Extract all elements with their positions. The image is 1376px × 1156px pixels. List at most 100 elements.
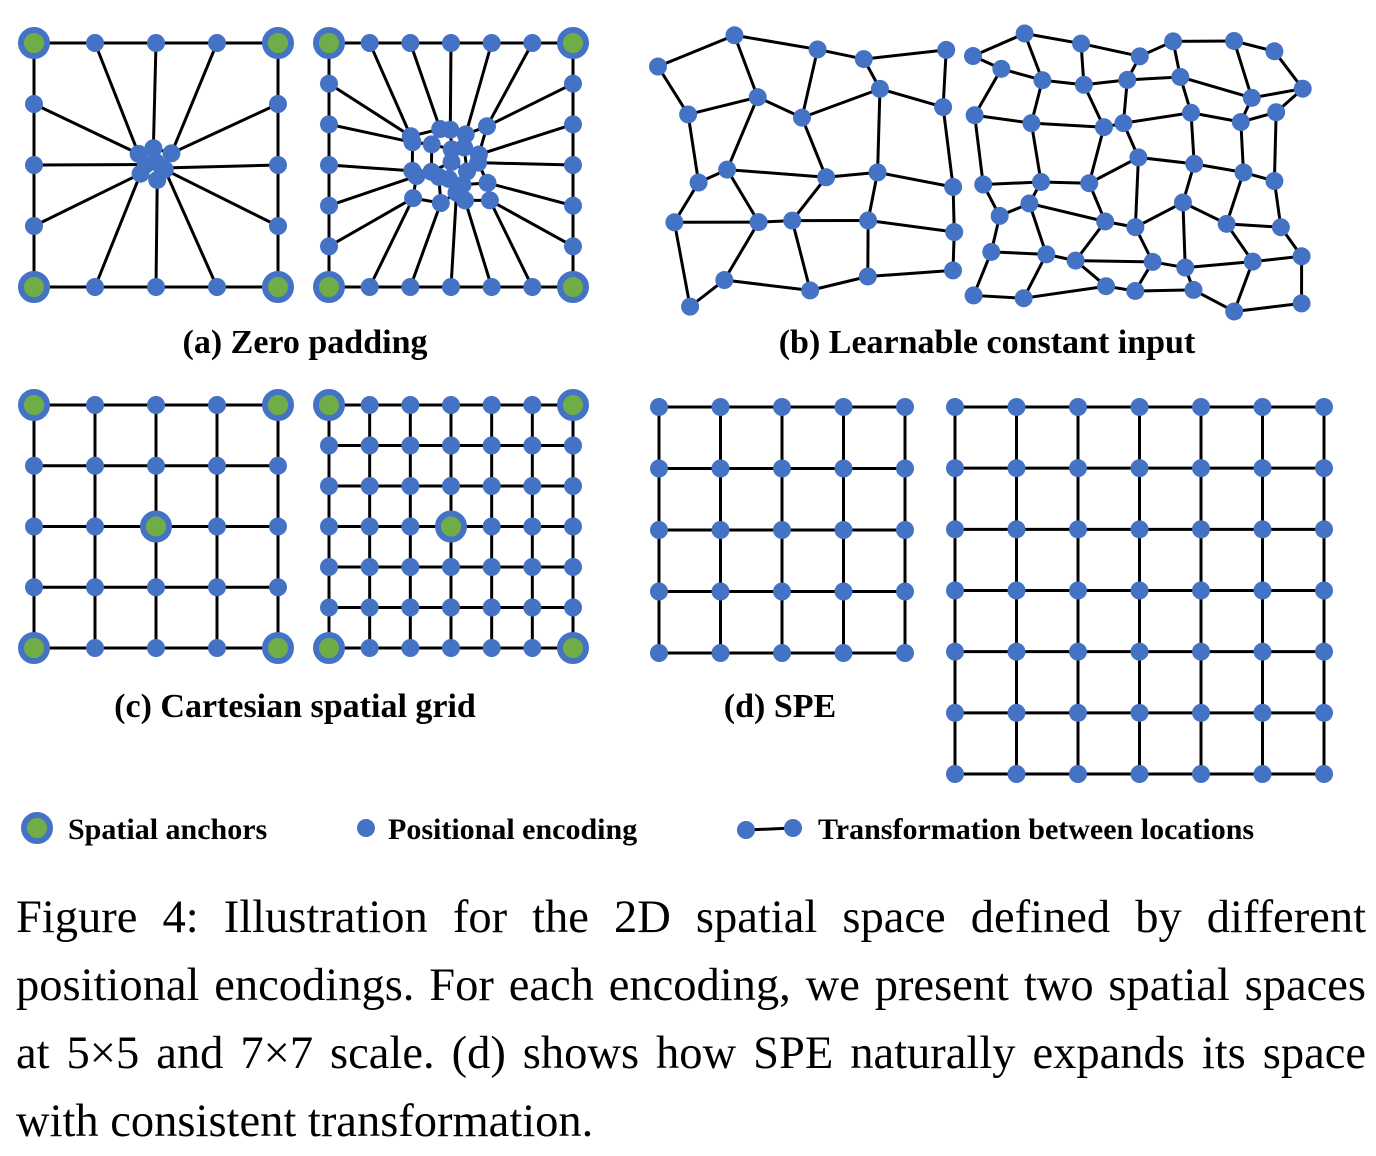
positional-encoding-node (650, 460, 668, 478)
positional-encoding-node (937, 41, 955, 59)
positional-encoding-node (208, 518, 226, 536)
transformation-edge (975, 115, 984, 184)
positional-encoding-node (946, 704, 964, 722)
positional-encoding-node (401, 396, 419, 414)
spatial-anchor-node (560, 30, 586, 56)
positional-encoding-node (1114, 114, 1132, 132)
positional-encoding-node (964, 47, 982, 65)
transformation-edge (674, 222, 690, 306)
positional-encoding-node (483, 34, 501, 52)
positional-encoding-node (1008, 765, 1026, 783)
positional-encoding-node (1192, 643, 1210, 661)
positional-encoding-node (401, 437, 419, 455)
transformation-edge (724, 222, 758, 280)
positional-encoding-node (1315, 398, 1333, 416)
spatial-anchor-node (560, 274, 586, 300)
spatial-anchor-node (316, 635, 342, 661)
positional-encoding-node (1072, 35, 1090, 53)
positional-encoding-node (1069, 582, 1087, 600)
positional-encoding-node (564, 237, 582, 255)
spatial-anchor-node (316, 30, 342, 56)
positional-encoding-node (564, 477, 582, 495)
positional-encoding-node (1033, 71, 1051, 89)
zero-padding-7x7-graph (316, 30, 586, 300)
cartesian-grid-5x5-graph (21, 392, 291, 661)
positional-encoding-node (650, 644, 668, 662)
positional-encoding-node (86, 34, 104, 52)
positional-encoding-node (749, 88, 767, 106)
positional-encoding-node (564, 197, 582, 215)
positional-encoding-node (773, 644, 791, 662)
positional-encoding-node (523, 477, 541, 495)
positional-encoding-node (1118, 71, 1136, 89)
positional-encoding-node (946, 765, 964, 783)
legend-transformation-symbol (737, 819, 802, 839)
positional-encoding-node (269, 95, 287, 113)
positional-encoding-node (946, 520, 964, 538)
positional-encoding-node (1254, 704, 1272, 722)
positional-encoding-node (483, 278, 501, 296)
positional-encoding-node (481, 191, 499, 209)
transformation-edge (792, 221, 810, 291)
positional-encoding-node (1131, 582, 1149, 600)
learnable-constant-5x5-graph (649, 26, 963, 315)
transformation-edge (1135, 157, 1138, 227)
positional-encoding-node (1067, 252, 1085, 270)
transformation-edge (724, 280, 810, 290)
positional-encoding-node (944, 261, 962, 279)
positional-encoding-node (269, 217, 287, 235)
positional-encoding-node (974, 176, 992, 194)
positional-encoding-node (147, 278, 165, 296)
positional-encoding-node (442, 558, 460, 576)
positional-encoding-node (1254, 398, 1272, 416)
positional-encoding-node (650, 398, 668, 416)
positional-encoding-node (564, 518, 582, 536)
positional-encoding-node (946, 582, 964, 600)
spatial-anchor-node (265, 392, 291, 418)
positional-encoding-node (86, 578, 104, 596)
transformation-edge (153, 43, 156, 148)
positional-encoding-node (564, 75, 582, 93)
transformation-edge (727, 97, 758, 169)
positional-encoding-node (718, 161, 736, 179)
positional-encoding-node (483, 639, 501, 657)
positional-encoding-node (401, 558, 419, 576)
positional-encoding-node (773, 583, 791, 601)
positional-encoding-node (523, 518, 541, 536)
positional-encoding-node (523, 639, 541, 657)
spatial-anchor-node (21, 392, 47, 418)
transformation-edge (488, 183, 573, 206)
positional-encoding-node (1265, 172, 1283, 190)
positional-encoding-node (564, 437, 582, 455)
positional-encoding-node (407, 167, 425, 185)
positional-encoding-node (483, 518, 501, 536)
positional-encoding-node (269, 578, 287, 596)
positional-encoding-node (1131, 704, 1149, 722)
transformation-edge (1031, 123, 1104, 127)
panel-d-label: (d) SPE (724, 688, 836, 725)
transformation-edge (1185, 262, 1252, 268)
learnable-constant-7x7-graph (964, 24, 1312, 320)
cartesian-grid-7x7-graph (316, 392, 586, 661)
positional-encoding-node (1315, 704, 1333, 722)
positional-encoding-node (1008, 704, 1026, 722)
positional-encoding-node (1272, 218, 1290, 236)
positional-encoding-node (25, 156, 43, 174)
positional-encoding-node (1131, 47, 1149, 65)
legend-positional-symbol (357, 819, 375, 837)
positional-encoding-node (564, 599, 582, 617)
positional-encoding-node (25, 578, 43, 596)
positional-encoding-node (896, 398, 914, 416)
positional-encoding-node (208, 34, 226, 52)
positional-encoding-node (401, 278, 419, 296)
transformation-edge (1029, 203, 1105, 221)
positional-encoding-node (712, 398, 730, 416)
positional-encoding-node (442, 34, 460, 52)
legend: Spatial anchors Positional encoding Tran… (24, 813, 1254, 846)
transformation-edge (1234, 303, 1301, 311)
positional-encoding-node (86, 518, 104, 536)
positional-encoding-node (86, 457, 104, 475)
positional-encoding-node (442, 599, 460, 617)
positional-encoding-node (401, 34, 419, 52)
positional-encoding-node (1267, 103, 1285, 121)
